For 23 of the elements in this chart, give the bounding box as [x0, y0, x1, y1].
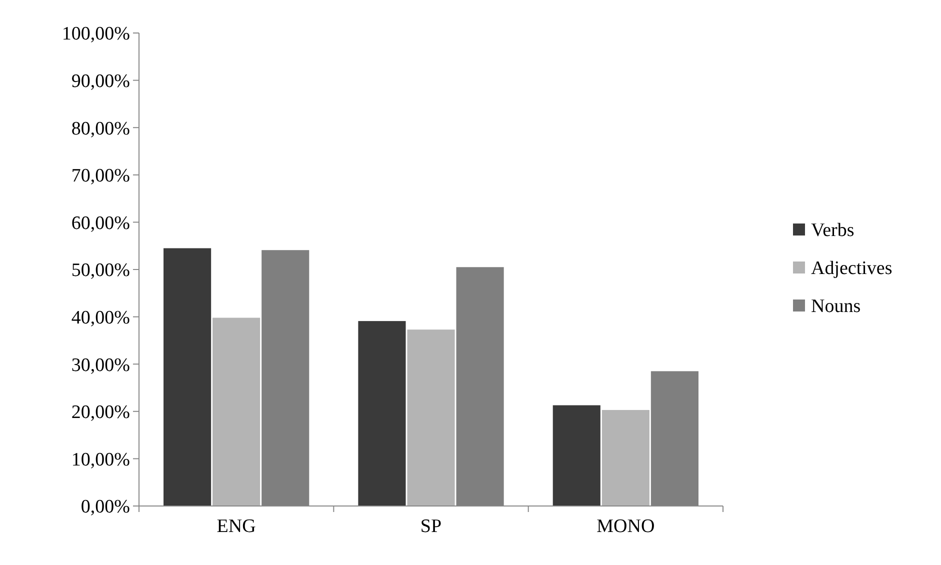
y-tick-label: 60,00%: [71, 212, 130, 234]
y-tick-label: 40,00%: [71, 307, 130, 328]
legend-label: Verbs: [811, 220, 854, 242]
x-tick-label: ENG: [216, 516, 256, 537]
x-tick-label: SP: [420, 516, 442, 537]
y-tick-label: 90,00%: [71, 70, 130, 92]
y-tick-label: 20,00%: [71, 402, 130, 424]
legend-label: Adjectives: [811, 258, 892, 280]
y-tick-label: 10,00%: [71, 449, 130, 470]
bar: [602, 410, 650, 506]
y-tick-label: 0,00%: [80, 496, 130, 518]
y-tick-label: 100,00%: [62, 24, 130, 45]
bar: [407, 330, 455, 506]
bar: [358, 321, 406, 506]
y-tick-label: 70,00%: [71, 166, 130, 187]
y-tick-label: 30,00%: [71, 354, 130, 376]
bar: [552, 405, 600, 506]
y-tick-label: 80,00%: [71, 118, 130, 140]
bar: [164, 248, 212, 506]
legend-label: Nouns: [811, 296, 861, 318]
y-tick-label: 50,00%: [71, 260, 130, 282]
x-tick-label: MONO: [596, 516, 655, 537]
bar: [212, 318, 260, 506]
